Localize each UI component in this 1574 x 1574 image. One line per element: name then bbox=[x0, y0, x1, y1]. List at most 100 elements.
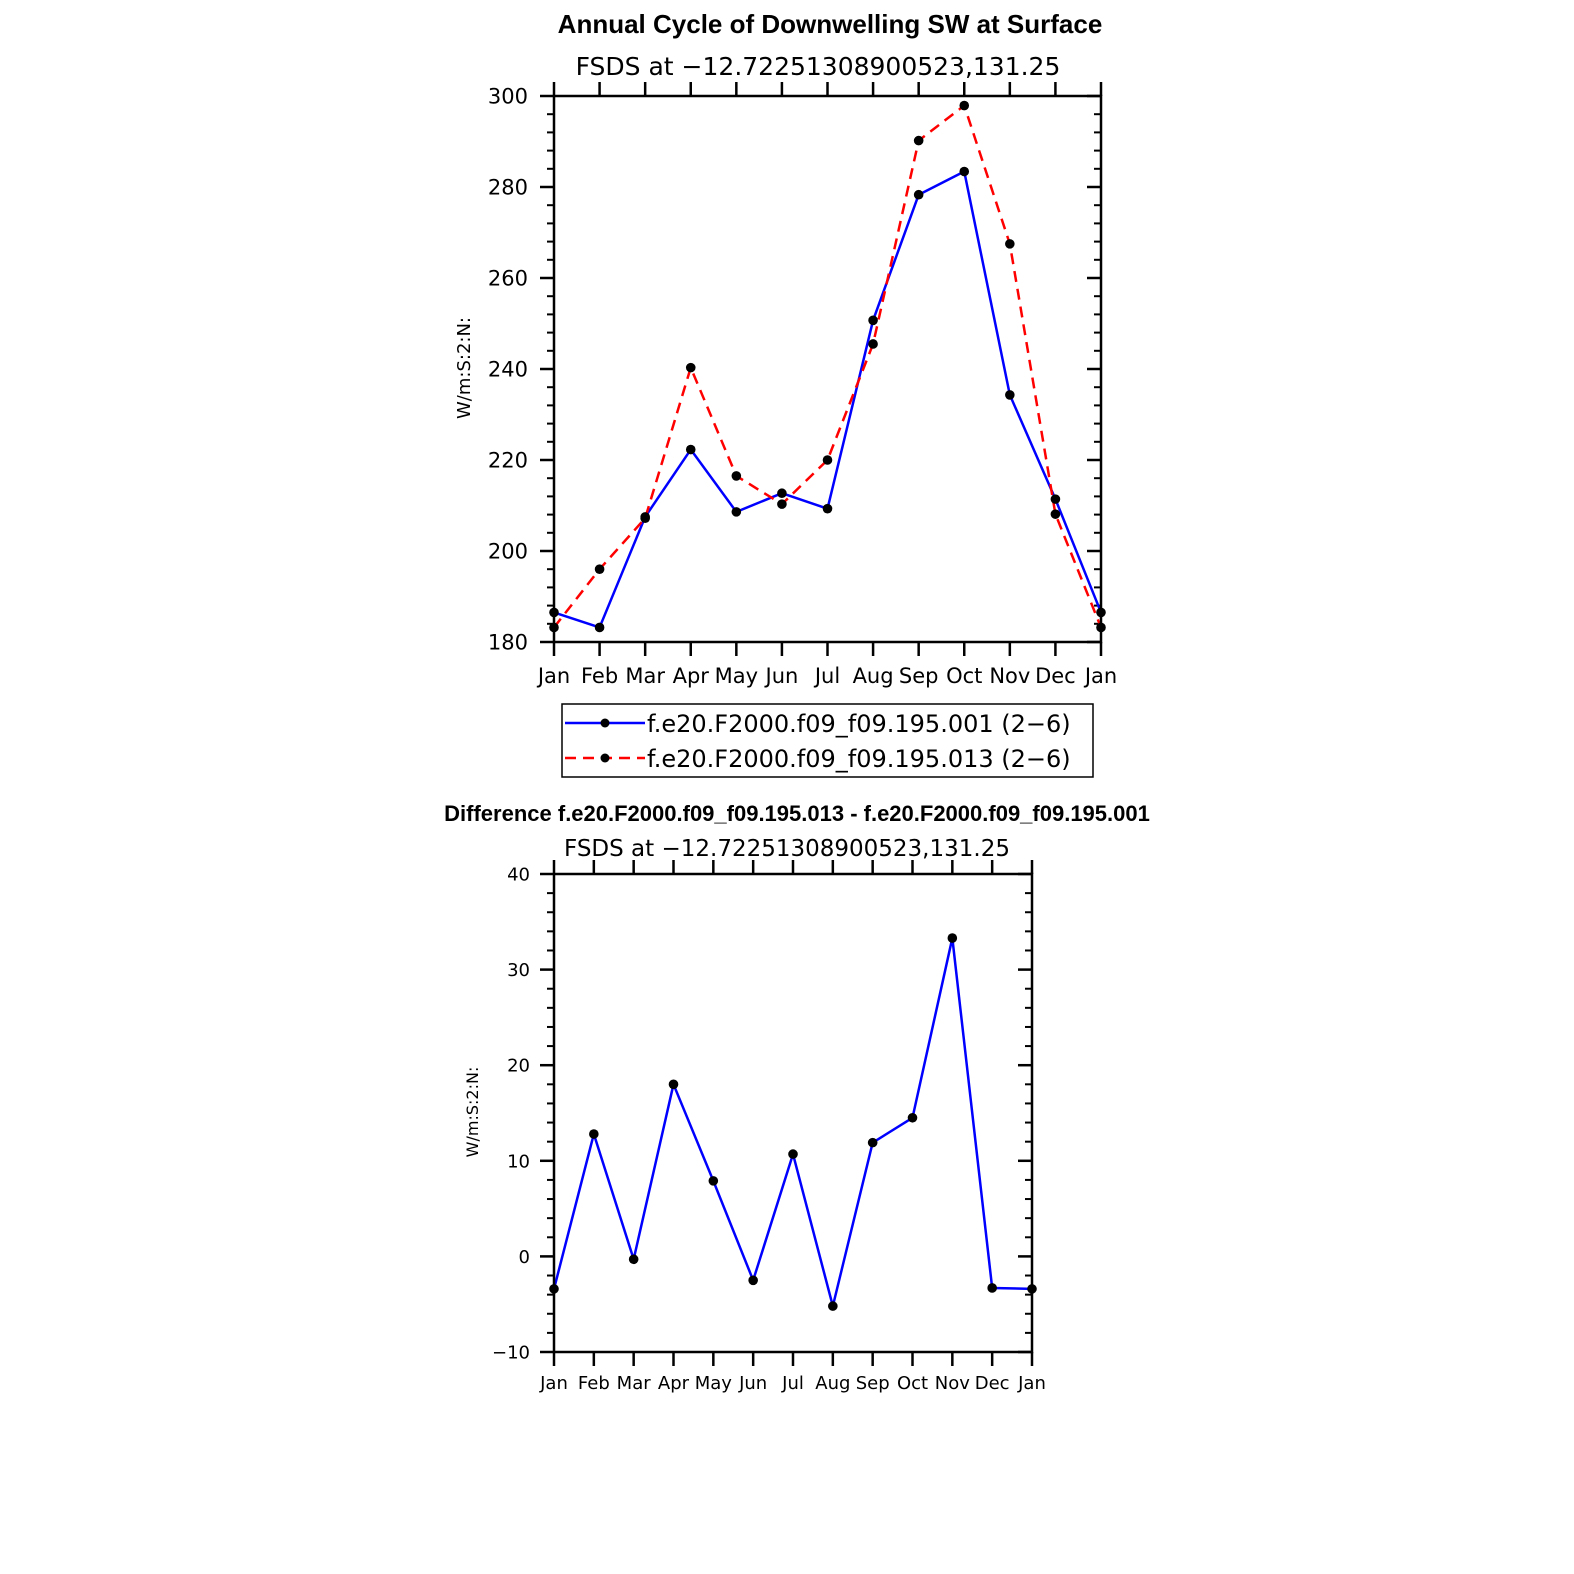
x-tick-label: Jan bbox=[539, 1373, 568, 1394]
data-point-series-1 bbox=[777, 488, 787, 499]
x-tick-label: Jan bbox=[1017, 1373, 1046, 1394]
y-tick-label: 280 bbox=[488, 176, 528, 200]
data-point-series-1 bbox=[708, 1176, 719, 1186]
data-point-series-2 bbox=[822, 455, 833, 465]
legend-label-series-2: f.e20.F2000.f09_f09.195.013 (2−6) bbox=[647, 745, 1071, 773]
y-axis-label: W/m:S:2:N: bbox=[463, 1067, 482, 1158]
y-tick-label: 200 bbox=[488, 540, 528, 564]
data-point-series-1 bbox=[868, 315, 878, 326]
difference-chart: Difference f.e20.F2000.f09_f09.195.013 -… bbox=[444, 801, 1150, 1394]
y-tick-label: 30 bbox=[507, 960, 530, 981]
x-tick-label: Jun bbox=[764, 664, 799, 688]
axis-ticks bbox=[540, 860, 1034, 1366]
y-tick-label: 10 bbox=[507, 1151, 530, 1172]
y-tick-label: 240 bbox=[488, 358, 528, 382]
x-tick-label: Mar bbox=[625, 664, 665, 688]
x-tick-label: Jun bbox=[738, 1373, 767, 1394]
y-tick-labels: 180 200 220 240 260 280 300 bbox=[488, 85, 528, 655]
x-tick-label: Jul bbox=[781, 1373, 804, 1394]
x-tick-label: Jan bbox=[1083, 664, 1117, 688]
chart-subtitle: FSDS at −12.72251308900523,131.25 bbox=[564, 836, 1010, 862]
x-tick-label: May bbox=[695, 1373, 733, 1394]
y-tick-label: 300 bbox=[488, 85, 528, 109]
x-tick-label: Apr bbox=[658, 1373, 690, 1394]
data-point-series-1 bbox=[788, 1149, 798, 1159]
legend-box bbox=[561, 703, 1094, 778]
x-tick-label: Oct bbox=[897, 1373, 928, 1394]
x-tick-label: Oct bbox=[946, 664, 982, 688]
data-point-series-2 bbox=[685, 362, 696, 373]
series-line-2 bbox=[553, 104, 1103, 629]
data-markers bbox=[549, 100, 1106, 633]
x-tick-label: Aug bbox=[853, 664, 894, 688]
y-tick-labels: −10 0 10 20 30 40 bbox=[492, 864, 530, 1363]
legend-marker-series-1 bbox=[600, 718, 610, 728]
data-point-series-2 bbox=[594, 564, 605, 574]
x-tick-label: Jan bbox=[536, 664, 570, 688]
data-point-series-2 bbox=[959, 100, 970, 111]
x-tick-label: Feb bbox=[581, 664, 618, 688]
data-point-series-1 bbox=[828, 1301, 838, 1311]
annual-cycle-chart: Annual Cycle of Downwelling SW at Surfac… bbox=[454, 9, 1117, 778]
data-point-series-1 bbox=[907, 1112, 918, 1123]
x-tick-label: Apr bbox=[673, 664, 710, 688]
data-point-series-2 bbox=[868, 339, 878, 349]
x-tick-label: May bbox=[715, 664, 758, 688]
legend-label-series-1: f.e20.F2000.f09_f09.195.001 (2−6) bbox=[647, 710, 1071, 738]
y-tick-label: 220 bbox=[488, 449, 528, 473]
x-tick-label: Mar bbox=[617, 1373, 652, 1394]
data-point-series-1 bbox=[822, 503, 833, 514]
data-point-series-1 bbox=[959, 166, 970, 177]
x-tick-labels: Jan Feb Mar Apr May Jun Jul Aug Sep Oct Nov Dec Jan bbox=[536, 664, 1117, 688]
x-tick-label: Nov bbox=[989, 664, 1030, 688]
data-point-series-2 bbox=[777, 499, 787, 509]
x-tick-label: Aug bbox=[815, 1373, 850, 1394]
y-tick-label: 180 bbox=[488, 631, 528, 655]
y-tick-label: −10 bbox=[492, 1342, 530, 1363]
x-tick-label: Feb bbox=[578, 1373, 610, 1394]
plot-frame bbox=[552, 872, 1034, 1354]
chart-subtitle: FSDS at −12.72251308900523,131.25 bbox=[576, 52, 1061, 81]
data-point-series-1 bbox=[1050, 494, 1061, 504]
data-point-series-1 bbox=[913, 189, 924, 200]
legend: f.e20.F2000.f09_f09.195.001 (2−6) f.e20.… bbox=[561, 703, 1094, 778]
x-tick-label: Sep bbox=[856, 1373, 890, 1394]
data-point-series-2 bbox=[1050, 509, 1061, 519]
data-point-series-2 bbox=[913, 135, 924, 146]
series-line-1 bbox=[553, 170, 1103, 629]
x-tick-label: Sep bbox=[899, 664, 939, 688]
series-lines bbox=[553, 104, 1103, 629]
x-tick-label: Nov bbox=[935, 1373, 970, 1394]
data-point-series-1 bbox=[1005, 390, 1015, 400]
y-axis-label: W/m:S:2:N: bbox=[454, 317, 475, 419]
data-point-series-1 bbox=[867, 1137, 878, 1148]
y-tick-label: 20 bbox=[507, 1056, 530, 1077]
legend-marker-series-2 bbox=[600, 753, 610, 763]
chart-title: Difference f.e20.F2000.f09_f09.195.013 -… bbox=[444, 801, 1150, 826]
y-tick-label: 40 bbox=[507, 864, 530, 885]
data-point-series-1 bbox=[685, 444, 696, 455]
data-point-series-2 bbox=[1005, 239, 1015, 249]
data-point-series-1 bbox=[668, 1079, 679, 1090]
series-lines bbox=[552, 936, 1033, 1308]
data-point-series-1 bbox=[947, 933, 958, 943]
x-tick-labels: Jan Feb Mar Apr May Jun Jul Aug Sep Oct Nov Dec Jan bbox=[539, 1373, 1046, 1394]
data-point-series-1 bbox=[594, 622, 605, 633]
data-point-series-2 bbox=[731, 471, 742, 481]
data-markers bbox=[549, 933, 1037, 1311]
chart-title: Annual Cycle of Downwelling SW at Surfac… bbox=[558, 9, 1103, 39]
y-tick-label: 0 bbox=[519, 1247, 530, 1268]
y-tick-label: 260 bbox=[488, 267, 528, 291]
data-point-series-1 bbox=[628, 1254, 639, 1265]
series-line-1 bbox=[552, 936, 1033, 1308]
data-point-series-1 bbox=[731, 507, 742, 517]
data-point-series-1 bbox=[748, 1275, 758, 1286]
x-tick-label: Jul bbox=[813, 664, 840, 688]
data-point-series-1 bbox=[589, 1129, 599, 1139]
x-tick-label: Dec bbox=[1035, 664, 1076, 688]
data-point-series-1 bbox=[987, 1283, 997, 1293]
x-tick-label: Dec bbox=[975, 1373, 1010, 1394]
data-point-series-2 bbox=[640, 513, 650, 524]
plot-frame bbox=[552, 94, 1103, 644]
